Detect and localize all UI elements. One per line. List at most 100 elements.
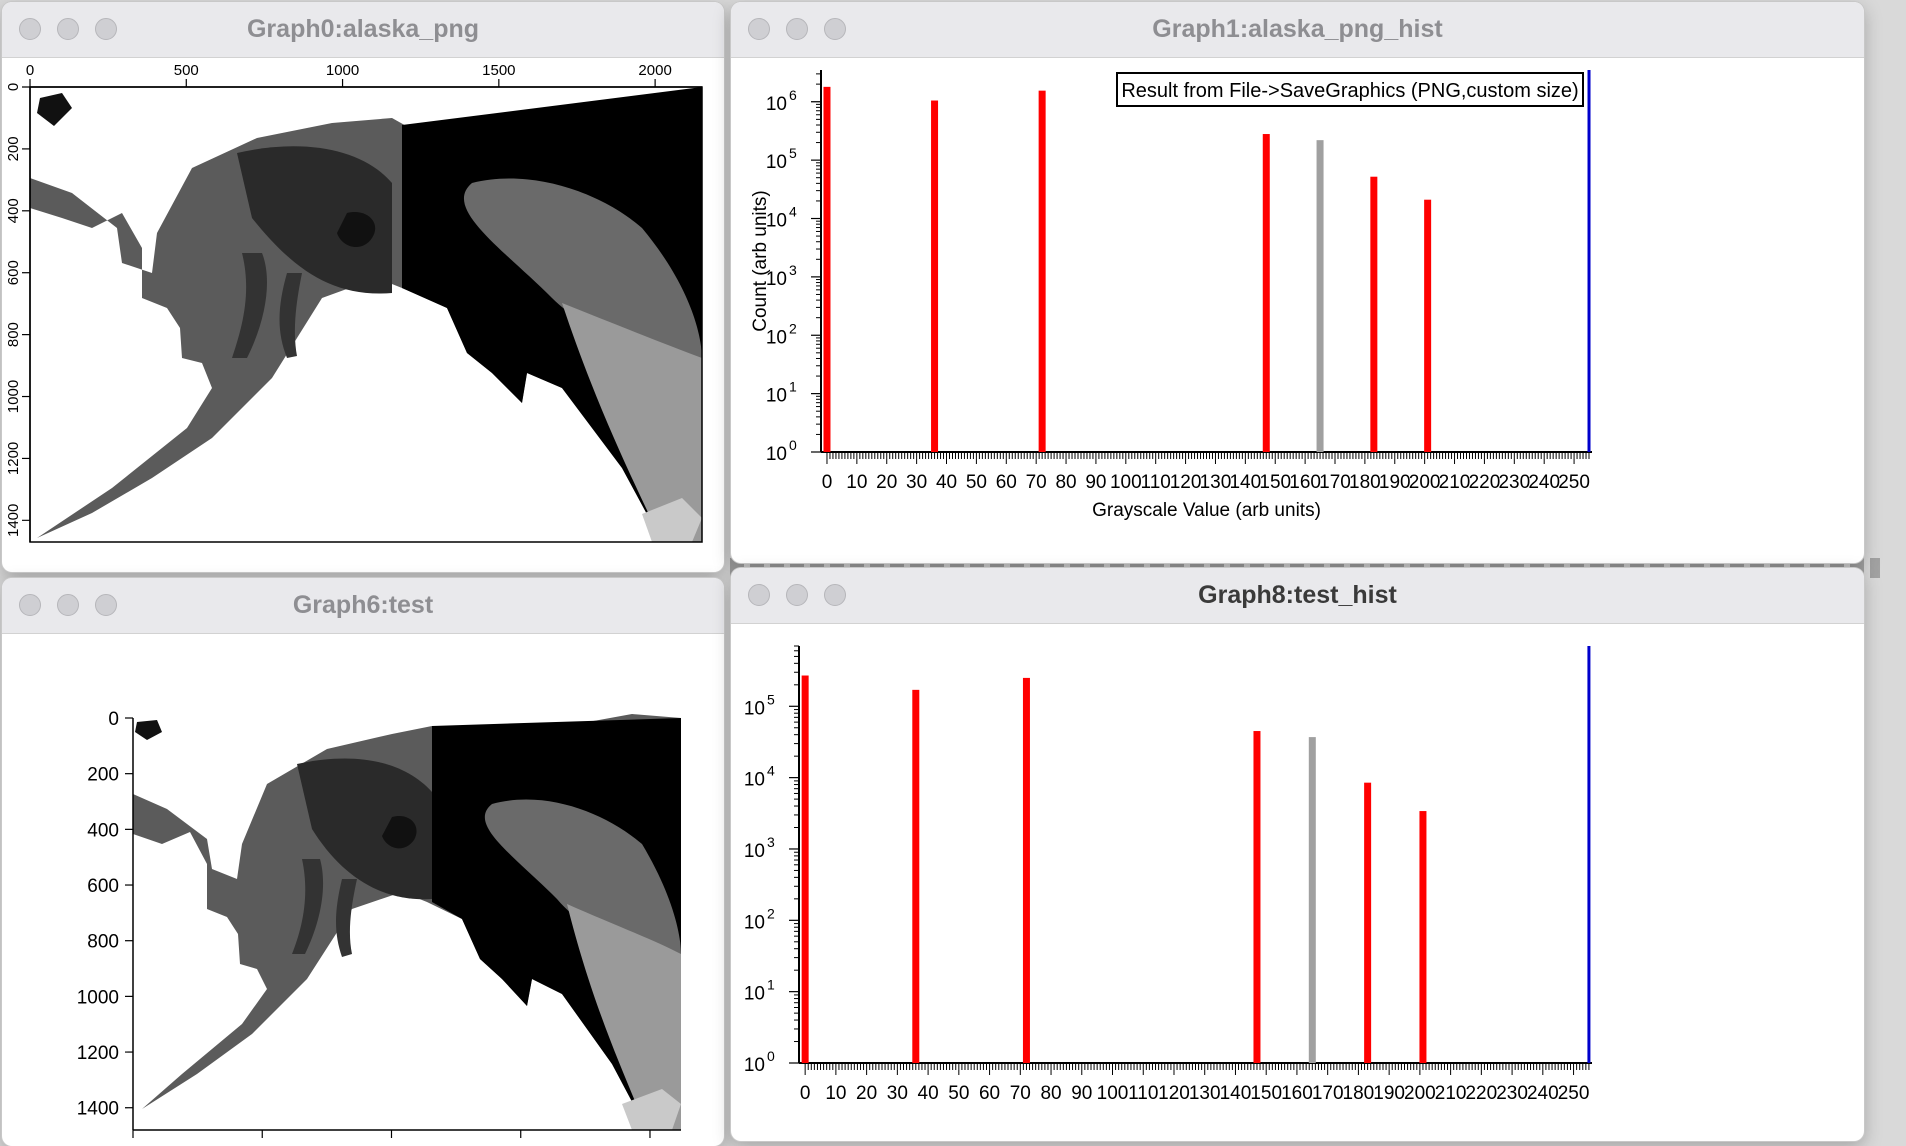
y-tick-base: 10 xyxy=(766,152,787,173)
minimize-button[interactable] xyxy=(786,18,808,40)
y-tick-label: 0 xyxy=(108,709,119,730)
histogram-bars xyxy=(801,646,1591,1063)
y-tick-label: 1400 xyxy=(5,504,22,537)
x-tick-label: 190 xyxy=(1373,1083,1405,1104)
x-tick-label: 0 xyxy=(26,62,34,79)
x-axis-label: Grayscale Value (arb units) xyxy=(1092,500,1321,521)
y-tick-label: 1000 xyxy=(77,987,119,1008)
y-tick-base: 10 xyxy=(744,698,765,719)
y-tick-exponent: 4 xyxy=(767,763,775,779)
histogram-bar xyxy=(1308,737,1316,1063)
x-tick-label: 80 xyxy=(1040,1083,1061,1104)
histogram-bar xyxy=(823,86,831,452)
x-tick-label: 20 xyxy=(856,1083,877,1104)
y-tick-exponent: 3 xyxy=(767,834,775,850)
x-tick-label: 90 xyxy=(1085,472,1106,493)
alaska-image xyxy=(30,87,702,542)
histogram-plot-graph8[interactable]: 0 10 20 30 40 50 60 70 80 90 100 110 120 130 140 150 160… xyxy=(731,624,1864,1141)
histogram-bar xyxy=(1587,70,1591,452)
y-tick-base: 10 xyxy=(766,386,787,407)
y-tick-label: 0 xyxy=(5,83,22,91)
x-tick-label: 40 xyxy=(936,472,957,493)
histogram-bar xyxy=(1370,176,1378,452)
y-tick-label: 200 xyxy=(87,765,119,786)
titlebar-graph8[interactable]: Graph8:test_hist xyxy=(731,568,1864,624)
x-tick-label: 120 xyxy=(1158,1083,1190,1104)
x-tick-label: 50 xyxy=(966,472,987,493)
test-image xyxy=(133,714,681,1130)
titlebar-graph6[interactable]: Graph6:test xyxy=(2,578,724,634)
close-button[interactable] xyxy=(19,594,41,616)
zoom-button[interactable] xyxy=(95,594,117,616)
x-tick-label: 40 xyxy=(918,1083,939,1104)
minimize-button[interactable] xyxy=(786,584,808,606)
y-tick-exponent: 0 xyxy=(767,1048,775,1064)
x-tick-label: 10 xyxy=(846,472,867,493)
histogram-bars xyxy=(823,70,1591,453)
y-tick-label: 600 xyxy=(87,876,119,897)
y-tick-base: 10 xyxy=(766,211,787,232)
x-tick-label: 210 xyxy=(1439,472,1471,493)
x-tick-label: 240 xyxy=(1527,1083,1559,1104)
y-tick-exponent: 1 xyxy=(789,379,797,395)
histogram-bar xyxy=(1364,782,1372,1063)
close-button[interactable] xyxy=(19,18,41,40)
annotation-box[interactable]: Result from File->SaveGraphics (PNG,cust… xyxy=(1116,72,1584,107)
y-tick-label: 200 xyxy=(5,136,22,161)
window-title: Graph0:alaska_png xyxy=(246,15,480,43)
minimize-button[interactable] xyxy=(57,594,79,616)
window-graph0[interactable]: Graph0:alaska_png 0 500 1000 1500 2000 0 200 4… xyxy=(2,2,724,572)
x-tick-label: 210 xyxy=(1435,1083,1467,1104)
y-tick-label: 1200 xyxy=(77,1043,119,1064)
image-plot-graph0[interactable]: 0 500 1000 1500 2000 0 200 400 600 800 1000 1200 14… xyxy=(2,58,724,572)
close-button[interactable] xyxy=(748,584,770,606)
y-tick-exponent: 5 xyxy=(789,145,797,161)
x-tick-label: 2000 xyxy=(638,62,671,79)
x-tick-label: 1500 xyxy=(482,62,515,79)
x-tick-label: 50 xyxy=(948,1083,969,1104)
window-graph1[interactable]: Graph1:alaska_png_hist 0 10 20 30 40 50 60 70 80… xyxy=(731,2,1864,563)
x-tick-label: 220 xyxy=(1465,1083,1497,1104)
y-tick-exponent: 0 xyxy=(789,437,797,453)
zoom-button[interactable] xyxy=(824,584,846,606)
y-tick-base: 10 xyxy=(766,94,787,115)
y-tick-label: 1000 xyxy=(5,380,22,413)
y-tick-base: 10 xyxy=(744,912,765,933)
y-axis-left: 0 200 400 600 800 1000 1200 1400 xyxy=(77,709,134,1130)
y-tick-label: 1400 xyxy=(77,1099,119,1120)
x-tick-label: 150 xyxy=(1259,472,1291,493)
window-title: Graph6:test xyxy=(292,591,434,619)
x-tick-label: 180 xyxy=(1343,1083,1375,1104)
y-tick-base: 10 xyxy=(744,841,765,862)
y-tick-base: 10 xyxy=(766,444,787,465)
zoom-button[interactable] xyxy=(95,18,117,40)
minimize-button[interactable] xyxy=(57,18,79,40)
x-tick-label: 250 xyxy=(1558,472,1590,493)
titlebar-graph0[interactable]: Graph0:alaska_png xyxy=(2,2,724,58)
x-tick-label: 140 xyxy=(1220,1083,1252,1104)
x-tick-label: 20 xyxy=(876,472,897,493)
x-tick-label: 70 xyxy=(1010,1083,1031,1104)
y-tick-exponent: 5 xyxy=(767,691,775,707)
x-tick-label: 130 xyxy=(1200,472,1232,493)
histogram-plot-graph1[interactable]: 0 10 20 30 40 50 60 70 80 90 100 110 120 130 140 150 160… xyxy=(731,58,1864,563)
y-tick-base: 10 xyxy=(766,269,787,290)
annotation-text: Result from File->SaveGraphics (PNG,cust… xyxy=(1121,80,1578,102)
x-tick-label: 150 xyxy=(1250,1083,1282,1104)
close-button[interactable] xyxy=(748,18,770,40)
window-graph8[interactable]: Graph8:test_hist 0 10 20 30 40 50 60 70 80 90 100 1… xyxy=(731,568,1864,1141)
x-tick-label: 60 xyxy=(996,472,1017,493)
x-tick-label: 170 xyxy=(1312,1083,1344,1104)
y-tick-exponent: 4 xyxy=(789,204,797,220)
x-tick-label: 10 xyxy=(825,1083,846,1104)
zoom-button[interactable] xyxy=(824,18,846,40)
titlebar-graph1[interactable]: Graph1:alaska_png_hist xyxy=(731,2,1864,58)
y-tick-base: 10 xyxy=(744,984,765,1005)
x-tick-label: 130 xyxy=(1189,1083,1221,1104)
x-tick-label: 160 xyxy=(1281,1083,1313,1104)
y-axis-label: Count (arb units) xyxy=(750,190,771,332)
x-tick-label: 110 xyxy=(1128,1083,1158,1104)
